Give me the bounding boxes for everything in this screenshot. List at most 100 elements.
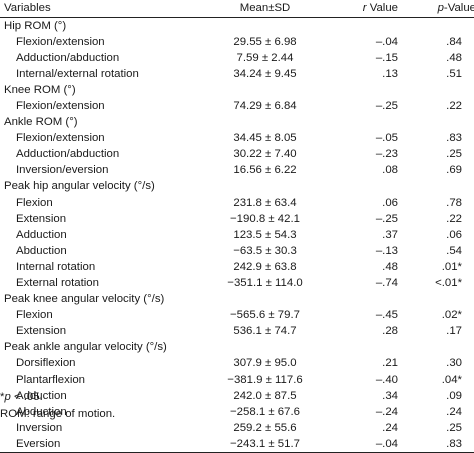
r-value-cell	[330, 339, 412, 355]
variable-label: Extension	[16, 212, 67, 225]
variable-label: Abduction	[16, 405, 67, 418]
variable-label: Internal/external rotation	[16, 67, 139, 80]
r-value-cell: –.74	[375, 277, 398, 289]
p-value-cell: .83	[446, 132, 462, 145]
mean-sd-cell: 7.59 ± 2.44	[236, 51, 294, 64]
mean-sd-cell: 536.1 ± 74.7	[233, 325, 297, 338]
group-row: Knee ROM (°)	[0, 82, 474, 98]
p-value-cell	[412, 17, 474, 34]
mean-sd-cell: 242.0 ± 87.5	[233, 389, 297, 402]
significance-note: *p < .05.	[0, 391, 43, 403]
table-row: Abduction −63.5 ± 30.3 –.13 .54	[0, 243, 474, 259]
r-value-cell	[330, 82, 412, 98]
variable-label: Eversion	[16, 437, 61, 450]
group-label: Peak ankle angular velocity (°/s)	[4, 341, 167, 354]
mean-sd-cell: 231.8 ± 63.4	[233, 196, 297, 209]
mean-sd-cell: 307.9 ± 95.0	[233, 357, 297, 370]
p-value-cell: .69	[446, 164, 462, 177]
r-value-cell: –.25	[375, 212, 398, 225]
p-value-cell: .22	[446, 99, 462, 112]
p-value-cell: .02*	[441, 309, 462, 322]
r-value-cell: .08	[382, 164, 398, 177]
table-row: Inversion/eversion 16.56 ± 6.22 .08 .69	[0, 162, 474, 178]
group-row: Ankle ROM (°)	[0, 114, 474, 130]
table-row: Adduction 123.5 ± 54.3 .37 .06	[0, 227, 474, 243]
r-value-cell: –.04	[375, 35, 398, 48]
mean-sd-cell: −258.1 ± 67.6	[230, 405, 300, 418]
p-value-cell: .01*	[441, 260, 462, 273]
p-value-cell: .54	[446, 244, 462, 257]
r-value-cell: .13	[382, 67, 398, 80]
r-value-cell	[330, 178, 412, 194]
mean-sd-cell: −190.8 ± 42.1	[230, 212, 300, 225]
header-p-value: p-Value	[437, 1, 474, 14]
table-row: Flexion/extension 34.45 ± 8.05 –.05 .83	[0, 130, 474, 146]
p-value-cell: .25	[446, 148, 462, 161]
variable-label: Inversion/eversion	[16, 164, 109, 177]
mean-sd-cell: 34.24 ± 9.45	[233, 67, 297, 80]
mean-sd-cell: 34.45 ± 8.05	[233, 132, 297, 145]
header-row: Variables Mean±SD r Value p-Value	[0, 0, 474, 17]
r-value-cell: .48	[382, 260, 398, 273]
p-value-cell	[412, 339, 474, 355]
r-value-cell: .34	[382, 389, 398, 402]
header-variables: Variables	[4, 1, 51, 14]
table-row: Adduction/abduction 7.59 ± 2.44 –.15 .48	[0, 50, 474, 66]
mean-sd-cell	[200, 82, 330, 98]
p-value-cell: .04*	[441, 373, 462, 386]
group-row: Peak hip angular velocity (°/s)	[0, 178, 474, 194]
variable-label: Adduction/abduction	[16, 148, 120, 161]
r-value-cell	[330, 17, 412, 34]
p-value-cell: .48	[446, 51, 462, 64]
p-value-cell: .22	[446, 212, 462, 225]
r-value-cell: –.24	[375, 405, 398, 418]
p-value-cell: .06	[446, 228, 462, 241]
r-value-cell: –.04	[375, 437, 398, 450]
variable-label: Plantarflexion	[16, 373, 86, 386]
table-row: External rotation −351.1 ± 114.0 –.74 <.01*	[0, 275, 474, 291]
mean-sd-cell	[200, 291, 330, 307]
mean-sd-cell: 29.55 ± 6.98	[233, 35, 297, 48]
group-label: Ankle ROM (°)	[4, 116, 78, 129]
variable-label: Internal rotation	[16, 260, 96, 273]
p-value-cell: .09	[446, 389, 462, 402]
header-r-value: r Value	[362, 1, 398, 14]
variable-label: Adduction	[16, 228, 67, 241]
variable-label: External rotation	[16, 277, 99, 289]
mean-sd-cell: 16.56 ± 6.22	[233, 164, 297, 177]
table-row: Flexion 231.8 ± 63.4 .06 .78	[0, 195, 474, 211]
r-value-cell: –.45	[375, 309, 398, 322]
r-value-cell	[330, 114, 412, 130]
p-value-cell: .78	[446, 196, 462, 209]
mean-sd-cell: 123.5 ± 54.3	[233, 228, 297, 241]
table-row: Internal rotation 242.9 ± 63.8 .48 .01*	[0, 259, 474, 275]
mean-sd-cell: 30.22 ± 7.40	[233, 148, 297, 161]
mean-sd-cell	[200, 17, 330, 34]
table-row: Flexion −565.6 ± 79.7 –.45 .02*	[0, 307, 474, 323]
p-value-cell: .30	[446, 357, 462, 370]
group-label: Peak knee angular velocity (°/s)	[4, 293, 165, 306]
group-label: Peak hip angular velocity (°/s)	[4, 180, 155, 193]
mean-sd-cell	[200, 339, 330, 355]
variable-label: Flexion/extension	[16, 132, 105, 145]
r-value-cell: –.40	[375, 373, 398, 386]
group-label: Hip ROM (°)	[4, 19, 67, 32]
p-value-cell: .17	[446, 325, 462, 338]
table-row: Extension −190.8 ± 42.1 –.25 .22	[0, 211, 474, 227]
mean-sd-cell	[200, 178, 330, 194]
table-header: Variables Mean±SD r Value p-Value	[0, 0, 474, 17]
r-value-cell: –.05	[375, 132, 398, 145]
p-value-cell: .84	[446, 35, 462, 48]
mean-sd-cell: 242.9 ± 63.8	[233, 260, 297, 273]
r-value-cell: –.13	[375, 244, 398, 257]
r-value-cell: .21	[382, 357, 398, 370]
table-row: Adduction 242.0 ± 87.5 .34 .09	[0, 388, 474, 404]
p-value-cell: <.01*	[435, 277, 462, 289]
r-value-cell: –.25	[375, 99, 398, 112]
r-value-cell: –.15	[375, 51, 398, 64]
variable-label: Adduction/abduction	[16, 51, 120, 64]
table-row: Plantarflexion −381.9 ± 117.6 –.40 .04*	[0, 372, 474, 388]
p-value-cell	[412, 82, 474, 98]
